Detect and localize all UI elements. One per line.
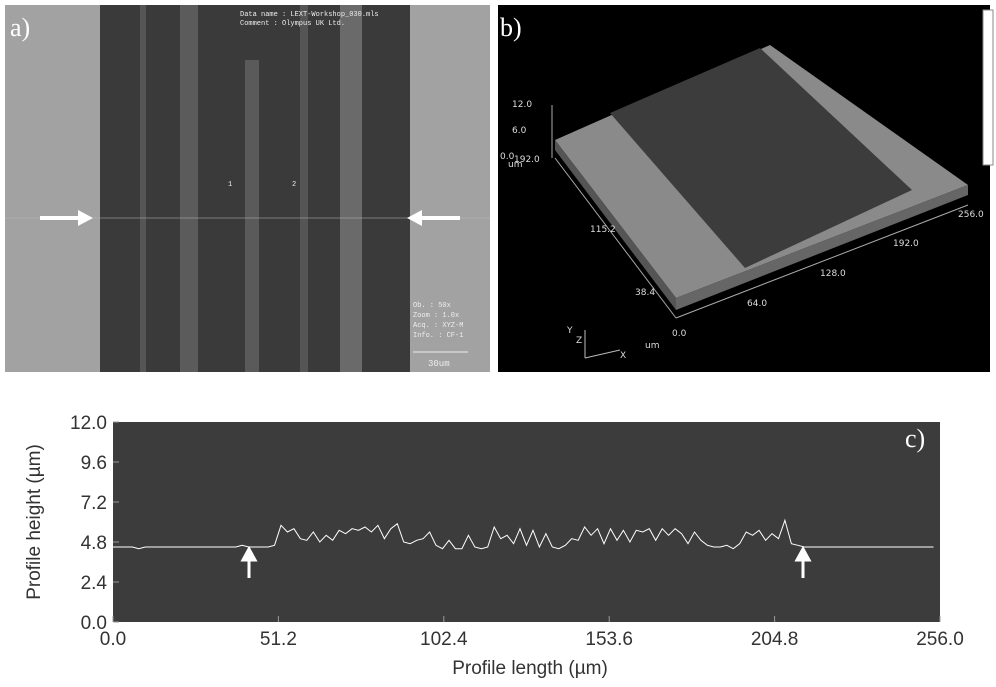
unit: um bbox=[645, 341, 659, 351]
x-tick-label: 153.6 bbox=[585, 629, 633, 650]
info-text: Data name : LEXT-Workshop_030.mls bbox=[240, 11, 379, 19]
info-text: Ob. : 50x bbox=[413, 302, 451, 310]
y-tick-label: 2.4 bbox=[81, 573, 108, 594]
marker: 1 bbox=[228, 181, 232, 189]
marker: 2 bbox=[292, 181, 296, 189]
info-text: Comment : Olympus UK Ltd. bbox=[240, 20, 345, 28]
scale-text: 30um bbox=[428, 359, 450, 369]
panel-b: b) 12.0 6.0 0.0 192.0 115.2 38.4 0.0 64.… bbox=[498, 5, 994, 372]
axis bbox=[675, 204, 969, 319]
profile-line bbox=[113, 518, 934, 550]
y-tick: 192.0 bbox=[514, 155, 540, 165]
y-tick-label: 4.8 bbox=[81, 533, 107, 554]
x-axis-title: Profile length (µm) bbox=[452, 658, 608, 679]
y-axis-title: Profile height (µm) bbox=[24, 444, 45, 600]
info-text: Zoom : 1.0x bbox=[413, 312, 459, 320]
x-tick: 192.0 bbox=[893, 239, 919, 249]
y-tick: 38.4 bbox=[635, 288, 655, 298]
y-tick: 115.2 bbox=[590, 225, 616, 235]
x-tick-label: 256.0 bbox=[916, 629, 964, 650]
x-tick-label: 51.2 bbox=[260, 629, 297, 650]
unit: um bbox=[508, 160, 522, 170]
streak bbox=[340, 5, 362, 372]
axis-letter: Z bbox=[576, 336, 582, 346]
axis bbox=[554, 157, 677, 319]
surface-side bbox=[555, 140, 676, 310]
streak bbox=[140, 5, 146, 372]
panel-label: b) bbox=[500, 13, 522, 42]
panel-a: a) Data name : LEXT-Workshop_030.mls Com… bbox=[5, 5, 490, 372]
surface-side bbox=[676, 185, 968, 310]
y-tick-label: 7.2 bbox=[81, 493, 107, 514]
axes-triad bbox=[584, 330, 621, 359]
panel-label: c) bbox=[905, 424, 925, 453]
y-tick-label: 12.0 bbox=[70, 413, 107, 434]
wear-track bbox=[610, 48, 912, 268]
streak bbox=[245, 60, 259, 372]
y-tick-label: 0.0 bbox=[81, 613, 107, 634]
z-tick: 0.0 bbox=[500, 152, 515, 162]
z-tick: 6.0 bbox=[512, 126, 527, 136]
x-tick: 64.0 bbox=[747, 299, 767, 309]
panel-label: a) bbox=[10, 13, 30, 42]
x-tick-label: 204.8 bbox=[751, 629, 799, 650]
arrow bbox=[240, 545, 258, 578]
arrow bbox=[794, 545, 812, 578]
info-text: Acq. : XYZ-M bbox=[413, 322, 463, 330]
x-tick: 256.0 bbox=[958, 210, 984, 220]
arrow bbox=[40, 210, 93, 226]
axis-letter: X bbox=[620, 351, 626, 361]
colorbar bbox=[982, 9, 994, 166]
z-tick: 12.0 bbox=[512, 100, 532, 110]
plot-area bbox=[113, 422, 940, 622]
info-text: Info. : CF-1 bbox=[413, 332, 463, 340]
axis-letter: Y bbox=[566, 326, 573, 336]
x-tick: 0.0 bbox=[672, 329, 687, 339]
arrow bbox=[407, 210, 460, 226]
streak bbox=[300, 5, 308, 372]
streak bbox=[180, 5, 198, 372]
y-tick-label: 9.6 bbox=[81, 453, 107, 474]
x-tick-label: 102.4 bbox=[420, 629, 468, 650]
x-tick-label: 0.0 bbox=[100, 629, 126, 650]
x-tick: 128.0 bbox=[820, 269, 846, 279]
